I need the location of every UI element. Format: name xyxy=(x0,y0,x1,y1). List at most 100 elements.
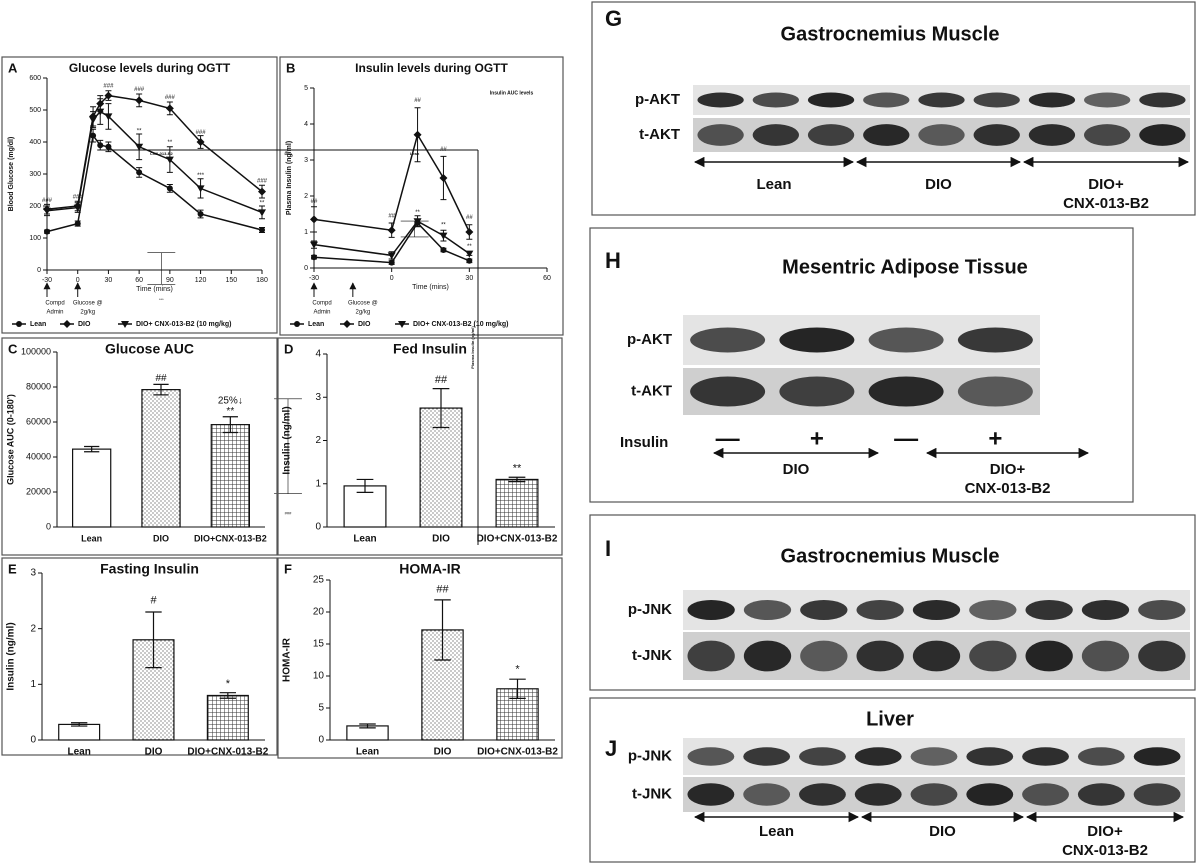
y-tick-label: 5 xyxy=(318,703,324,714)
legend-marker xyxy=(398,321,406,328)
y-tick-label: 0 xyxy=(46,521,51,531)
data-point xyxy=(196,138,205,146)
error-bar xyxy=(153,383,169,396)
data-point xyxy=(90,132,97,139)
group-label: DIO+ xyxy=(1088,176,1124,193)
blot-band xyxy=(1081,640,1130,672)
blot-band xyxy=(863,124,910,146)
y-tick-label: 20 xyxy=(313,607,325,618)
blot-band xyxy=(910,747,958,766)
x-tick-label: -30 xyxy=(309,275,319,282)
arrow-label: Admin xyxy=(313,310,330,316)
x-tick-label: DIO xyxy=(434,747,452,758)
y-axis-label: Plasma Insulin (ng/ml) xyxy=(286,141,293,215)
x-tick-label: Lean xyxy=(353,534,376,545)
blot-band xyxy=(973,124,1020,146)
blot-band xyxy=(868,327,944,353)
data-point xyxy=(387,252,396,260)
blot-band xyxy=(969,600,1017,620)
blot-band xyxy=(800,640,848,672)
blot-title: Gastrocnemius Muscle xyxy=(781,23,1000,45)
panel-frame xyxy=(589,697,1196,863)
annotation: ## xyxy=(388,213,395,219)
legend-label: Lean xyxy=(30,321,46,328)
annotation: ### xyxy=(42,198,53,204)
group-label: Lean xyxy=(759,823,794,840)
blot-band xyxy=(856,600,904,620)
y-tick-label: 2 xyxy=(304,193,308,200)
error-bar xyxy=(400,220,429,238)
group-label: DIO xyxy=(929,823,956,840)
y-tick-label: 2 xyxy=(315,435,321,446)
blot-band xyxy=(743,600,792,620)
panel-letter: D xyxy=(284,341,293,356)
annotation: ** xyxy=(441,222,446,228)
data-point xyxy=(43,207,51,215)
data-point xyxy=(104,91,113,100)
treatment-sign: — xyxy=(894,425,918,452)
blot-band xyxy=(1077,783,1125,806)
blot-band xyxy=(854,783,902,806)
error-bar xyxy=(359,723,376,729)
x-tick-label: Lean xyxy=(356,747,379,758)
annotation: ## xyxy=(435,374,448,386)
y-tick-label: 20000 xyxy=(26,486,51,496)
legend-marker xyxy=(121,321,129,328)
legend-label: DIO+ CNX-013-B2 (10 mg/kg) xyxy=(413,321,509,328)
chart-title: Fasting Insulin xyxy=(100,561,199,577)
x-tick-label: 0 xyxy=(76,277,80,284)
blot-band xyxy=(779,327,855,353)
bar xyxy=(141,389,181,528)
panel-frame xyxy=(277,337,563,556)
annotation: ## xyxy=(311,199,318,205)
error-bar xyxy=(222,416,238,434)
blot-band xyxy=(918,92,965,108)
blot-band xyxy=(807,124,855,146)
blot-band xyxy=(1083,92,1131,108)
error-bar xyxy=(70,722,88,727)
y-tick-label: 25 xyxy=(313,575,325,586)
blot-title: Gastrocnemius Muscle xyxy=(781,545,1000,567)
blot-band xyxy=(687,783,735,806)
panel-frame xyxy=(589,227,1134,503)
blot-band xyxy=(799,783,846,806)
x-tick-label: DIO+CNX-013-B2 xyxy=(477,747,558,758)
blot-band xyxy=(1138,640,1186,672)
arrow-label: Compd xyxy=(312,301,331,307)
blot-band xyxy=(1028,92,1076,108)
x-tick-label: DIO+CNX-013-B2 xyxy=(194,533,267,543)
data-point xyxy=(388,259,395,266)
y-tick-label: 500 xyxy=(29,107,41,114)
y-tick-label: 300 xyxy=(29,171,41,178)
annotation: ### xyxy=(257,179,268,185)
blot-band xyxy=(690,376,766,407)
legend-label: DIO xyxy=(78,321,91,328)
legend-marker xyxy=(294,321,300,327)
y-tick-label: 1 xyxy=(304,229,308,236)
blot-band xyxy=(743,747,791,766)
y-tick-label: 0 xyxy=(318,735,324,746)
blot-band xyxy=(687,640,735,672)
y-tick-label: 0 xyxy=(37,267,41,274)
x-tick-label: Lean xyxy=(81,533,102,543)
panel-letter: C xyxy=(8,341,18,356)
x-tick-label: 90 xyxy=(166,277,174,284)
group-label: CNX-013-B2 xyxy=(1062,842,1148,859)
y-tick-label: 1 xyxy=(315,478,321,489)
error-bar xyxy=(147,252,176,285)
annotation: ## xyxy=(436,584,449,596)
blot-band xyxy=(743,783,791,806)
chart-title: Fed Insulin xyxy=(393,341,467,357)
legend-label: Lean xyxy=(308,321,324,328)
y-tick-label: 10 xyxy=(313,671,325,682)
panel-letter: F xyxy=(284,561,292,576)
y-tick-label: 4 xyxy=(304,121,308,128)
y-tick-label: 4 xyxy=(315,349,321,360)
blot-band xyxy=(856,640,904,672)
data-point xyxy=(413,218,422,226)
blot-band xyxy=(687,747,735,766)
treatment-sign: + xyxy=(988,425,1002,452)
blot-band xyxy=(1077,747,1125,766)
y-axis-label: Blood Glucose (mg/dl) xyxy=(8,137,15,212)
error-bar xyxy=(434,599,451,661)
